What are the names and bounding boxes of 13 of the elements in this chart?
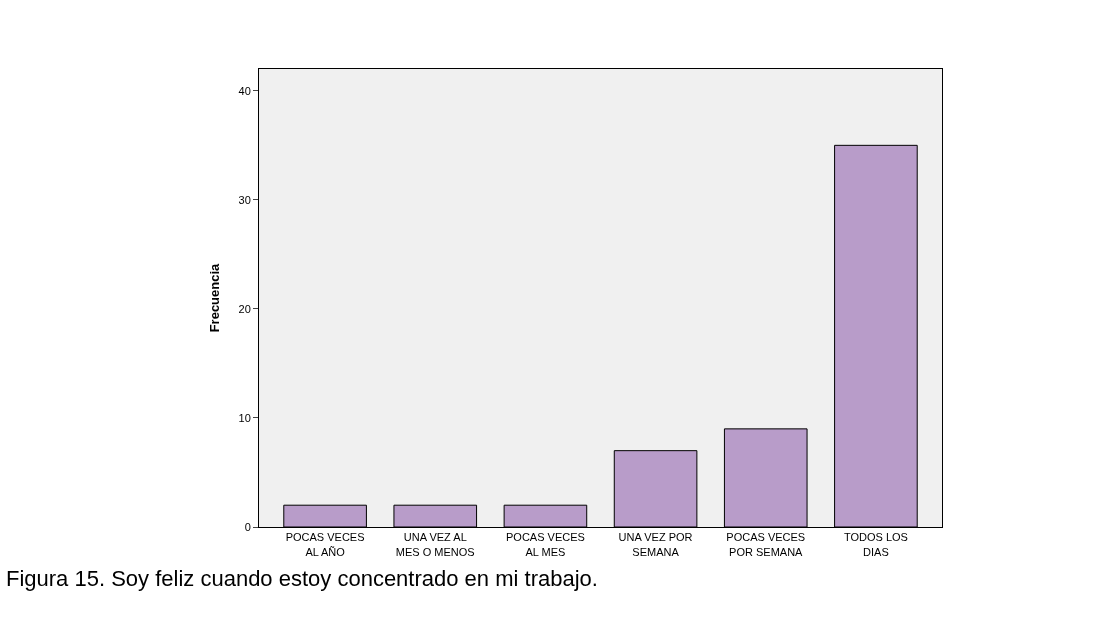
x-tick-label: POCAS VECES AL AÑO [285,531,365,558]
y-tick-label: 10 [238,411,251,424]
x-tick-label: TODOS LOS DIAS [843,531,908,558]
x-tick-label: POCAS VECES AL MES [505,531,585,558]
x-tick-label: POCAS VECES POR SEMANA [726,531,806,558]
y-tick-label: 30 [238,193,251,206]
x-tick-label: UNA VEZ AL MES O MENOS [395,531,475,558]
y-axis-title: Frecuencia [207,262,223,333]
x-tick-label: UNA VEZ POR SEMANA [618,531,693,558]
text: Figura 15. Soy feliz cuando estoy concentrado en mi trabajo. [6,566,598,591]
y-tick-label: 20 [238,302,251,315]
y-tick-label: 0 [244,520,251,533]
y-tick-label: 40 [238,84,251,97]
